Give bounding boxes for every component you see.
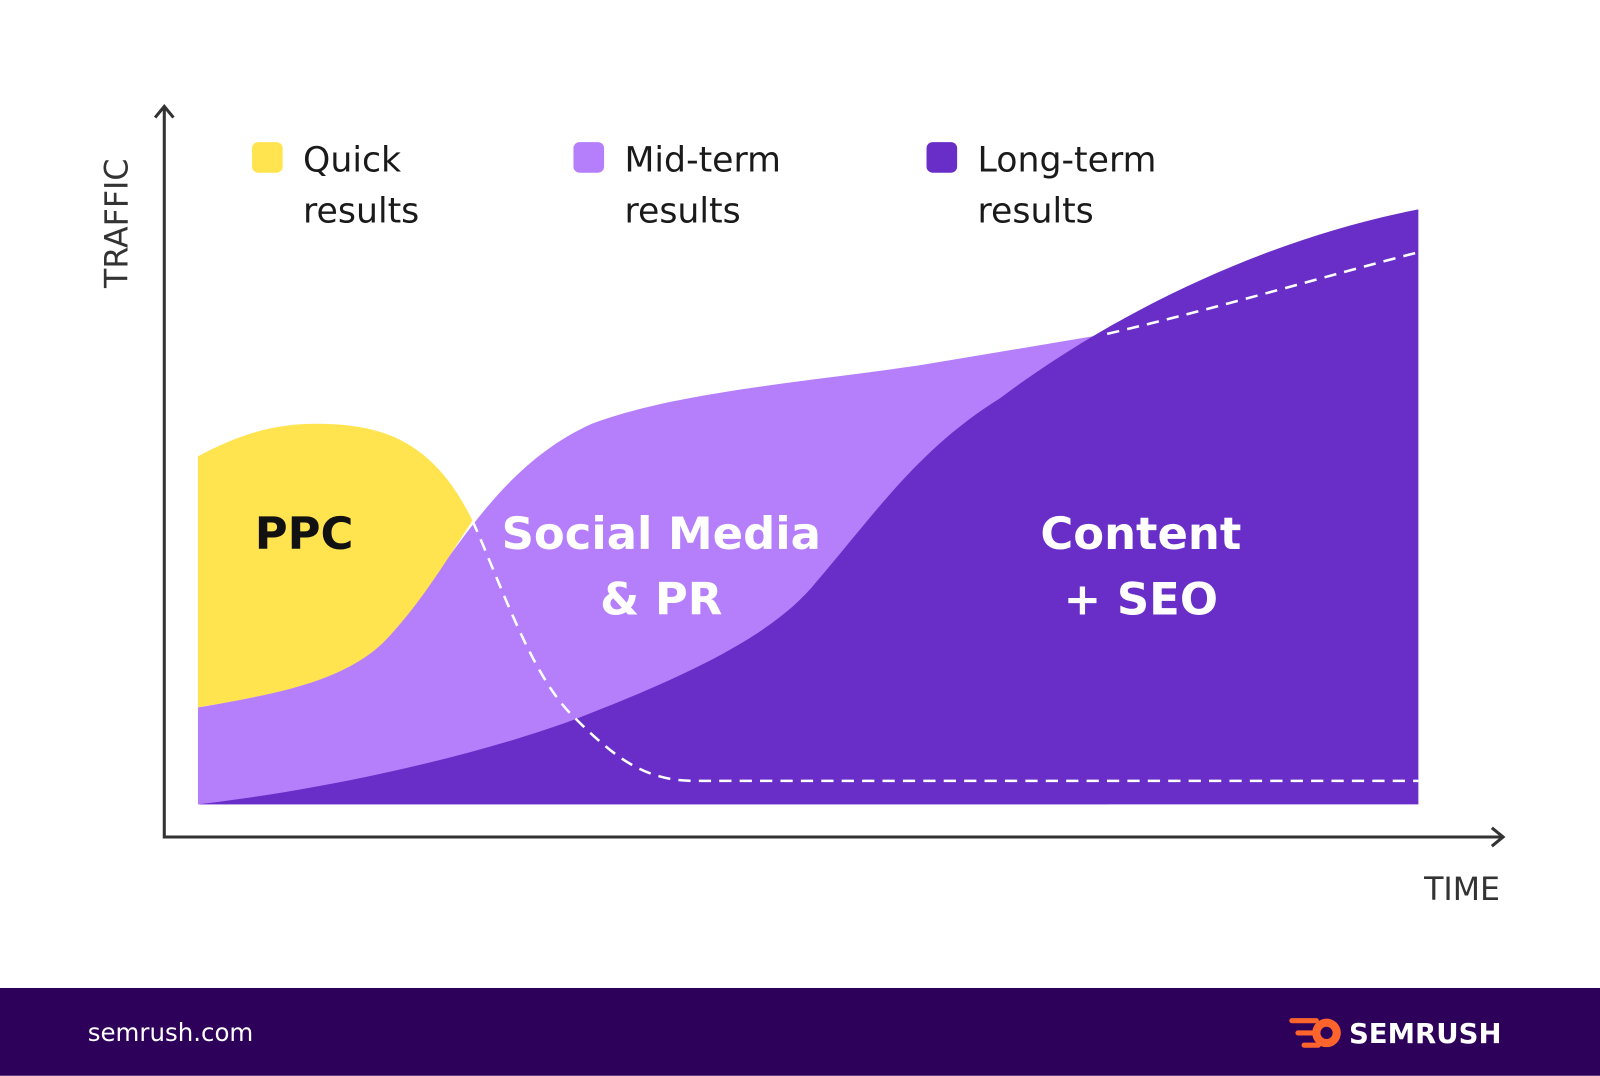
legend-swatch	[573, 142, 605, 173]
quick-area	[197, 423, 473, 708]
dashed-line	[471, 520, 1419, 783]
brand-logo	[1289, 1018, 1341, 1048]
legend-swatch	[252, 142, 283, 173]
area-label: Content + SEO	[1040, 507, 1241, 625]
dashed-line	[1106, 251, 1419, 336]
area-label: Social Media & PR	[502, 507, 821, 625]
footer-brand: SEMRUSH	[1349, 1018, 1502, 1050]
y-axis-label: TRAFFIC	[100, 159, 136, 289]
area-label: PPC	[255, 507, 354, 560]
legend-label: Long-term results	[978, 141, 1157, 232]
footer-site: semrush.com	[88, 1018, 254, 1047]
legend-label: Mid-term results	[624, 141, 780, 232]
long-term-area	[197, 209, 1419, 805]
x-axis-label: TIME	[1423, 872, 1500, 908]
axes	[153, 103, 1506, 848]
legend-label: Quick results	[303, 141, 419, 232]
legend-swatch	[926, 142, 958, 173]
